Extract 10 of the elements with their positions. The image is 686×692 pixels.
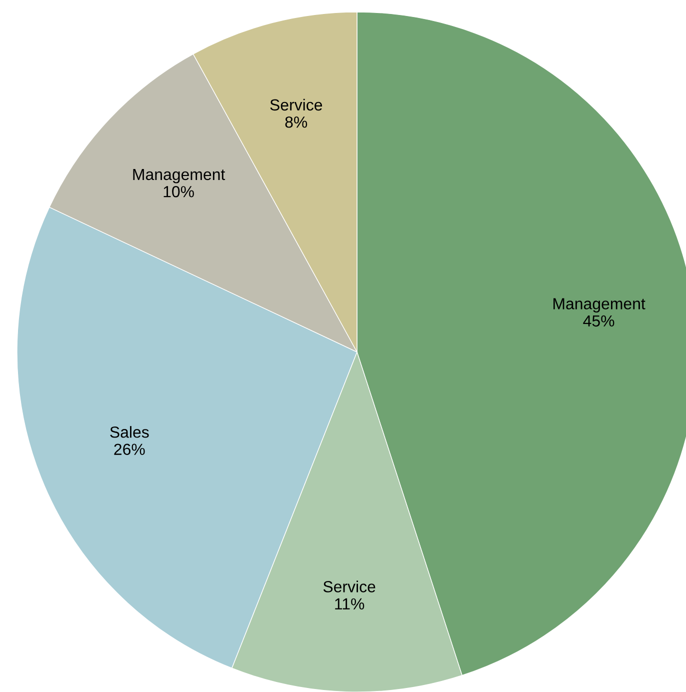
slice-label: Service bbox=[323, 580, 376, 592]
data-label: 26% bbox=[114, 444, 145, 456]
data-label: 8% bbox=[285, 116, 308, 128]
slice-label: Management bbox=[133, 168, 226, 184]
slice-label: Management bbox=[553, 298, 646, 313]
slice-label: Sales bbox=[110, 426, 149, 438]
data-label: 10% bbox=[164, 186, 194, 198]
data-label: 11% bbox=[335, 598, 364, 610]
data-label: 45% bbox=[583, 315, 614, 327]
slice-label: Service bbox=[270, 98, 322, 111]
